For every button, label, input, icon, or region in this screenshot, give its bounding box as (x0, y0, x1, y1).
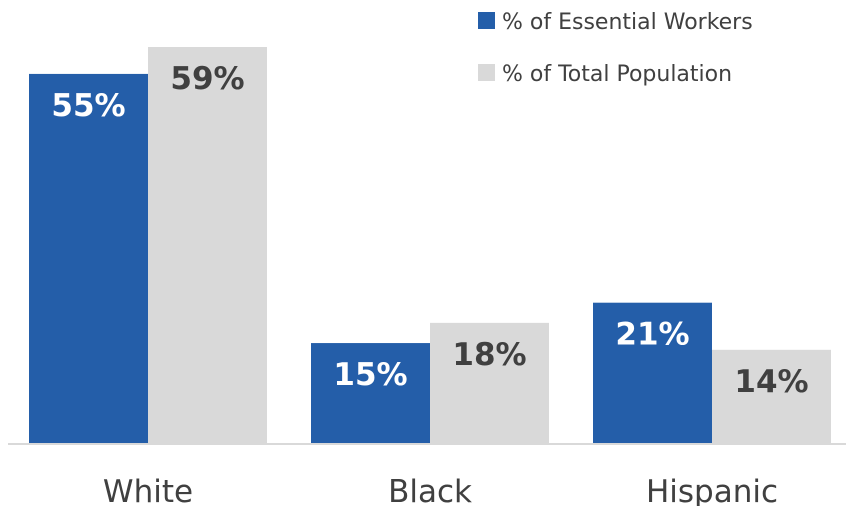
legend-label-essential-workers: % of Essential Workers (502, 10, 753, 35)
data-label-hispanic-of-essential-workers: 21% (615, 317, 689, 353)
legend-swatch-total-population (478, 64, 495, 81)
data-label-black-of-essential-workers: 15% (333, 357, 407, 393)
bar-hispanic-of-total-population (712, 349, 831, 444)
bar-black-of-total-population (430, 322, 549, 444)
legend: % of Essential Workers % of Total Popula… (478, 10, 753, 87)
category-label-white: White (103, 474, 193, 506)
data-label-hispanic-of-total-population: 14% (734, 364, 808, 400)
category-label-black: Black (388, 474, 472, 506)
bar-hispanic-of-essential-workers (593, 302, 712, 444)
legend-swatch-essential-workers (478, 12, 495, 29)
bar-white-of-total-population (148, 47, 267, 444)
category-label-hispanic: Hispanic (646, 474, 778, 506)
data-label-white-of-essential-workers: 55% (51, 88, 125, 124)
data-label-white-of-total-population: 59% (170, 61, 244, 97)
legend-label-total-population: % of Total Population (502, 62, 732, 87)
bars-group (29, 47, 831, 444)
labels-group: 55% 59% White 15% 18% Black 21% 14% Hispanic (51, 61, 808, 506)
data-label-black-of-total-population: 18% (452, 337, 526, 373)
bar-black-of-essential-workers (311, 343, 430, 444)
bar-white-of-essential-workers (29, 73, 148, 444)
